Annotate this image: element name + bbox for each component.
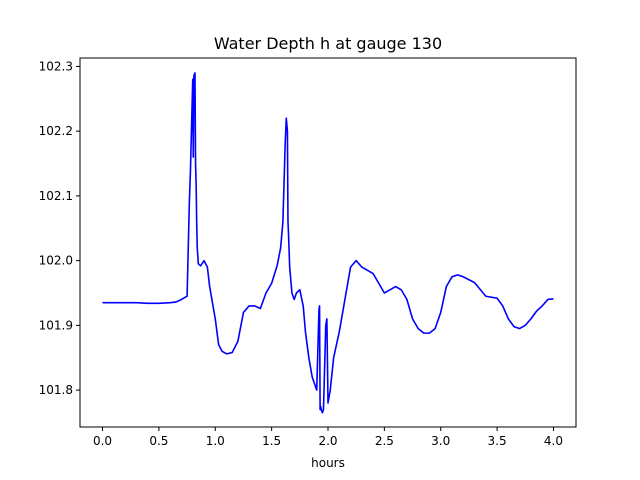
y-tick-label: 102.1	[39, 189, 73, 203]
y-tick-label: 101.9	[39, 318, 73, 332]
x-axis: 0.0 0.5 1.0 1.5 2.0 2.5 3.0 3.5 4.0	[93, 427, 563, 448]
x-tick-label: 4.0	[544, 434, 563, 448]
chart-title: Water Depth h at gauge 130	[214, 34, 442, 53]
x-tick-label: 3.5	[488, 434, 507, 448]
x-tick-label: 2.0	[318, 434, 337, 448]
y-tick-label: 101.8	[39, 383, 73, 397]
y-tick-label: 102.2	[39, 124, 73, 138]
plot-area	[102, 72, 554, 414]
x-tick-label: 0.0	[93, 434, 112, 448]
x-tick-label: 0.5	[149, 434, 168, 448]
x-axis-label: hours	[311, 456, 345, 470]
y-axis: 101.8 101.9 102.0 102.1 102.2 102.3	[39, 59, 80, 397]
x-tick-label: 1.0	[206, 434, 225, 448]
y-tick-label: 102.3	[39, 59, 73, 73]
series-line-0	[102, 72, 554, 414]
x-tick-label: 2.5	[375, 434, 394, 448]
x-tick-label: 3.0	[431, 434, 450, 448]
y-tick-label: 102.0	[39, 254, 73, 268]
x-tick-label: 1.5	[262, 434, 281, 448]
